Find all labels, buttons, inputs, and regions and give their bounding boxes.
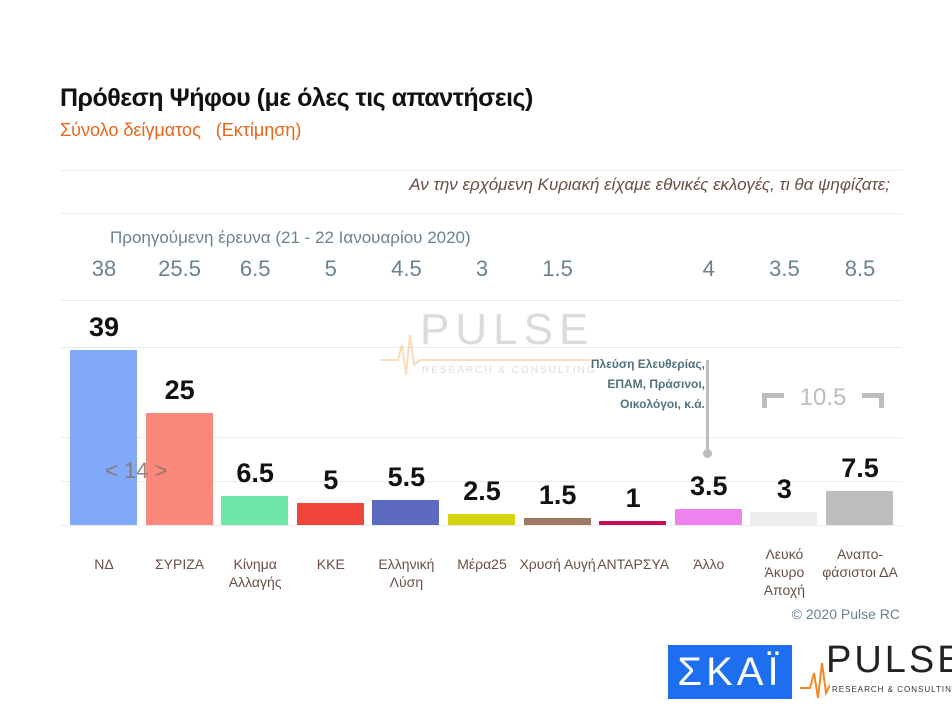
previous-value: 38 xyxy=(91,256,117,281)
previous-value: 8.5 xyxy=(844,256,876,281)
value-label: 5 xyxy=(323,464,339,495)
bar-0 xyxy=(70,349,137,525)
category-label: Κίνημα Αλλαγής xyxy=(228,556,282,590)
pulse-watermark: PULSE RESEARCH & CONSULTING xyxy=(380,305,595,385)
bar-9 xyxy=(750,511,818,525)
chart-subtitle: Σύνολο δείγματος (Εκτίμηση) xyxy=(60,120,302,140)
value-label: 1.5 xyxy=(538,480,577,511)
pulse-wave-icon xyxy=(380,334,590,376)
gridline xyxy=(60,347,902,348)
value-label: 39 xyxy=(88,311,120,342)
bar-3 xyxy=(296,502,364,525)
value-label: 1 xyxy=(625,482,641,513)
category-label: ΣΥΡΙΖΑ xyxy=(155,556,205,572)
chart-title: Πρόθεση Ψήφου (με όλες τις απαντήσεις) xyxy=(60,84,533,112)
previous-value: 25.5 xyxy=(158,256,201,281)
bracket-right-label: 10.5 xyxy=(799,384,847,411)
bar-2 xyxy=(221,495,289,525)
previous-value: 3 xyxy=(475,256,489,281)
gridline xyxy=(60,481,902,482)
category-label: ΝΔ xyxy=(94,556,114,572)
bar-8 xyxy=(674,509,742,525)
category-label: ΚΚΕ xyxy=(316,556,345,572)
value-label: 6.5 xyxy=(236,457,274,488)
bracket-right: 10.5 xyxy=(762,384,884,411)
pulse-logo: PULSE RESEARCH & CONSULTING xyxy=(800,639,952,708)
category-label: Αναπο- φάσιστοι ΔΑ xyxy=(822,546,898,580)
baseline xyxy=(60,525,902,526)
value-label: 3 xyxy=(776,473,792,504)
survey-question: Αν την ερχόμενη Κυριακή είχαμε εθνικές ε… xyxy=(409,175,890,194)
gridline xyxy=(60,437,902,438)
category-label: Άλλο xyxy=(693,556,725,572)
previous-value: 5 xyxy=(324,256,337,281)
previous-value: 3.5 xyxy=(769,256,800,281)
other-note-dot xyxy=(703,449,712,458)
gridline xyxy=(60,300,902,301)
value-label: 2.5 xyxy=(463,475,501,506)
value-label: 25 xyxy=(164,374,195,405)
watermark-name: PULSE xyxy=(420,305,595,354)
bracket-left-label: < 14 > xyxy=(105,458,168,483)
other-note-leader xyxy=(706,360,709,452)
gridline xyxy=(60,213,902,214)
bar-10 xyxy=(826,491,893,525)
category-label: Μέρα25 xyxy=(457,556,507,572)
watermark-tagline: RESEARCH & CONSULTING xyxy=(422,365,597,376)
pulse-logo-wave-icon xyxy=(800,662,831,699)
value-label: 3.5 xyxy=(690,471,728,502)
gridline xyxy=(60,170,902,171)
bar-1 xyxy=(145,412,213,525)
previous-value: 6.5 xyxy=(239,256,271,281)
bar-5 xyxy=(448,513,515,525)
pulse-logo-tagline: RESEARCH & CONSULTING xyxy=(832,685,952,694)
category-label: Ελληνική Λύση xyxy=(378,556,435,590)
other-note: Πλεύση Ελευθερίας, ΕΠΑΜ, Πράσινοι, Οικολ… xyxy=(590,357,705,411)
category-label: Λευκό Άκυρο Αποχή xyxy=(763,546,806,598)
value-label: 7.5 xyxy=(841,453,879,484)
category-label: Χρυσή Αυγή xyxy=(519,556,596,572)
previous-survey-label: Προηγούμενη έρευνα (21 - 22 Ιανουαρίου 2… xyxy=(110,228,471,247)
previous-value: 4.5 xyxy=(391,256,422,281)
previous-value: 4 xyxy=(702,256,715,281)
previous-value: 1.5 xyxy=(542,256,573,281)
category-label: ΑΝΤΑΡΣΥΑ xyxy=(597,556,670,572)
value-label: 5.5 xyxy=(387,462,426,493)
bar-6 xyxy=(523,518,591,525)
pulse-logo-text: PULSE xyxy=(826,639,952,681)
copyright: © 2020 Pulse RC xyxy=(791,606,900,622)
bar-4 xyxy=(372,500,440,525)
bar-7 xyxy=(599,520,667,525)
skai-logo: ΣΚΑΪ xyxy=(668,645,792,699)
